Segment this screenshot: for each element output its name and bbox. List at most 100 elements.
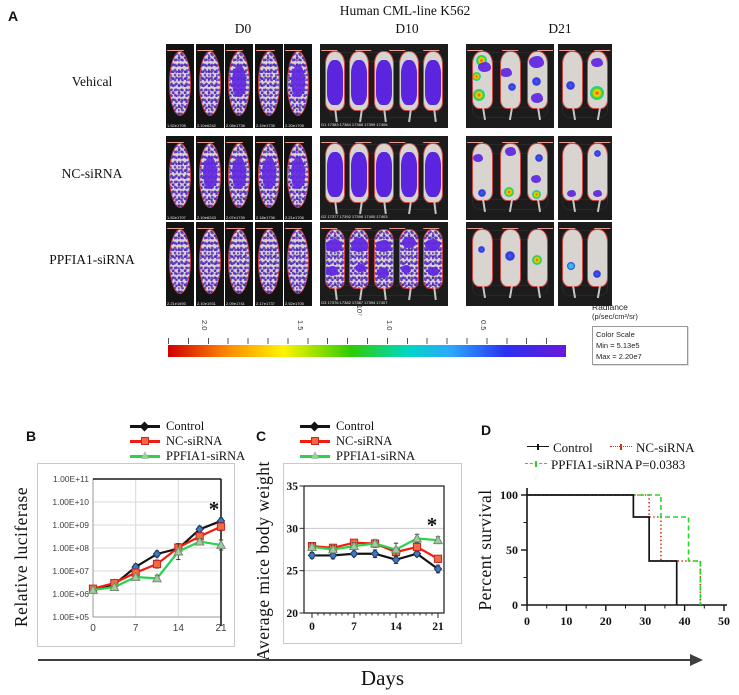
d10-image-panel: 3=1.6e7 3=1.6e7 3=1.6e7 3=1.6e7 G2 17377 173… bbox=[320, 136, 448, 220]
bioluminescence-cover bbox=[425, 59, 442, 105]
svg-text:1.00E+11: 1.00E+11 bbox=[53, 474, 89, 484]
roi-tag: 3=1.6e7 bbox=[355, 142, 372, 143]
svg-text:21: 21 bbox=[432, 621, 444, 633]
mouse-image bbox=[562, 51, 583, 121]
mouse-image bbox=[562, 229, 583, 299]
d0-mouse-card: 1=1 ROI 2.10e6243 bbox=[195, 136, 224, 220]
mouse-image bbox=[287, 229, 309, 294]
roi-tag-strip: 1=1 ROI bbox=[167, 137, 193, 143]
svg-text:0: 0 bbox=[309, 621, 315, 633]
mouse-tail bbox=[408, 108, 412, 123]
blue-signal-spot bbox=[594, 149, 601, 157]
significance-asterisk: * bbox=[209, 497, 220, 521]
roi-tag: 3=1.6e7 bbox=[389, 142, 406, 143]
roi-tag-strip: 2=2 ROI bbox=[226, 137, 252, 143]
body-weight-chart-svg: 35 30 25 20 0 7 14 21 * bbox=[287, 481, 445, 633]
roi-tag-strip: 3=1.6e7 3=1.6e7 3=1.6e7 3=1.6e7 bbox=[321, 137, 447, 143]
survival-curve-control bbox=[527, 494, 678, 605]
patch-signal-spot bbox=[375, 240, 391, 253]
d0-mouse-card: 1=1 ROI 2.10e1931 bbox=[195, 222, 224, 307]
mouse-image bbox=[398, 51, 419, 123]
roi-tag: 3=1.2e7 bbox=[502, 228, 519, 229]
panel-b-legend: Control NC-siRNA PPFIA1-siRNA bbox=[130, 419, 245, 464]
mouse-id: 2.21e1693 bbox=[167, 301, 186, 307]
roi-tag-strip: 3=2.0e6 bbox=[196, 45, 223, 51]
significance-asterisk: * bbox=[427, 513, 438, 537]
hot-signal-spot bbox=[473, 88, 485, 101]
mouse-id: 2.52e1705 bbox=[285, 301, 304, 307]
svg-text:0: 0 bbox=[524, 614, 530, 628]
mouse-image bbox=[257, 229, 280, 294]
mouse-body bbox=[198, 51, 221, 116]
svg-text:1.00E+06: 1.00E+06 bbox=[52, 589, 89, 599]
legend-item-nc-sirna: NC-siRNA bbox=[300, 434, 415, 449]
mouse-id: 1.52e1707 bbox=[167, 215, 186, 221]
svg-text:40: 40 bbox=[679, 614, 691, 628]
roi-tag: 3=1.2e7 bbox=[467, 228, 484, 229]
group-ids: G2 17377 17392 17396 17400 17403 bbox=[321, 214, 388, 220]
svg-text:1.00E+09: 1.00E+09 bbox=[52, 520, 89, 530]
legend-label: Control bbox=[166, 419, 205, 433]
mouse-id: 2.20e1705 bbox=[285, 123, 304, 129]
mice-row bbox=[558, 143, 612, 213]
mouse-image bbox=[169, 229, 191, 294]
roi-tag-strip: 1=1 ROI bbox=[285, 45, 311, 51]
blue-signal-spot bbox=[504, 251, 515, 262]
svg-text:50: 50 bbox=[506, 543, 518, 557]
panel-b-y-axis-title: Relative luciferase bbox=[11, 486, 31, 628]
bioluminescence-cover bbox=[326, 59, 343, 105]
mouse-image bbox=[526, 229, 548, 299]
legend-line-control bbox=[527, 444, 549, 450]
column-header-d10: D10 bbox=[395, 21, 419, 36]
mouse-body bbox=[228, 143, 250, 208]
roi-tag-strip: 3=1.5e7 3=1.5e7 bbox=[559, 45, 611, 51]
blue-signal-spot bbox=[507, 82, 516, 91]
panel-c-y-axis-title: Average mice body weight bbox=[253, 461, 273, 661]
mouse-id: 2.17e1737 bbox=[255, 301, 275, 307]
mice-row bbox=[558, 51, 612, 121]
mouse-body bbox=[373, 143, 394, 203]
mouse-image bbox=[587, 51, 608, 121]
mouse-image bbox=[324, 143, 345, 215]
mouse-body bbox=[169, 51, 191, 116]
mouse-body bbox=[472, 143, 494, 201]
mouse-image bbox=[472, 229, 494, 299]
roi-tag-strip: 3=1.4 RO bbox=[285, 137, 311, 143]
svg-text:14: 14 bbox=[390, 621, 402, 633]
mouse-image bbox=[257, 51, 280, 116]
mouse-image bbox=[499, 143, 521, 213]
blue-signal-spot bbox=[593, 270, 602, 279]
row-label-g1: Vehical bbox=[71, 74, 113, 89]
panel-b-label: B bbox=[26, 428, 37, 444]
mouse-id: 2.10e1931 bbox=[196, 301, 216, 307]
roi-tag: 3=1.5e7 bbox=[594, 50, 611, 51]
roi-tag: 3=1.294e bbox=[226, 228, 245, 229]
mouse-body bbox=[472, 51, 494, 109]
mouse-image bbox=[198, 143, 221, 208]
roi-tag-strip: 1=1 ROI bbox=[196, 137, 223, 143]
svg-text:20: 20 bbox=[287, 608, 299, 620]
panel-c-chart: 35 30 25 20 0 7 14 21 * bbox=[283, 463, 462, 644]
mouse-image bbox=[287, 143, 309, 208]
survival-curve-nc-sirna bbox=[527, 494, 702, 605]
roi-tag: 1=1 ROI bbox=[167, 142, 185, 143]
svg-text:1.00E+07: 1.00E+07 bbox=[52, 566, 89, 576]
radiance-units: (p/sec/cm²/sr) bbox=[592, 312, 638, 321]
roi-tag: 3=2.0e6 bbox=[196, 50, 214, 51]
mouse-image bbox=[257, 143, 280, 208]
color-scale-box: Color Scale Min = 5.13e5 Max = 2.20e7 bbox=[592, 326, 688, 365]
roi-tag: 3=1.2e7 bbox=[389, 228, 406, 229]
legend-line bbox=[300, 451, 330, 460]
roi-tag-strip: 3=2.10e6 bbox=[255, 45, 282, 51]
mice-row bbox=[466, 143, 554, 213]
days-axis-arrowhead-icon bbox=[690, 654, 703, 666]
roi-tag-strip: 1=1 ROI bbox=[226, 45, 252, 51]
roi-tag-strip: 3=1.2e7 3=1.2e7 3=1.2e7 3=1.2e7 bbox=[321, 223, 447, 229]
roi-tag: 3=1.2e7 bbox=[355, 228, 372, 229]
legend-line bbox=[130, 451, 160, 460]
mouse-id: 1.52e1705 bbox=[167, 123, 186, 129]
svg-text:30: 30 bbox=[287, 523, 299, 535]
roi-tag: 3=1.6e7 bbox=[537, 142, 553, 143]
mouse-id: 2.21e1706 bbox=[285, 215, 304, 221]
